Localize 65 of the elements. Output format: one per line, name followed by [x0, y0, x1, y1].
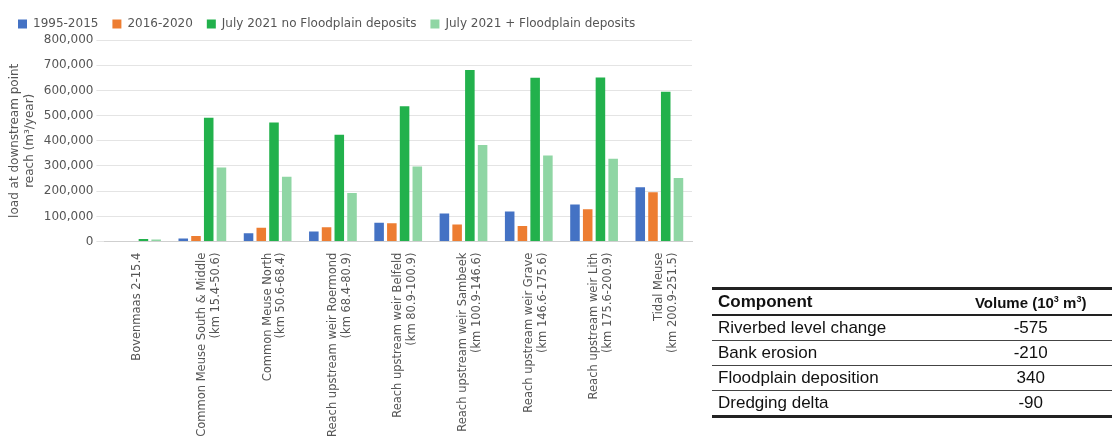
data-label: -575: [949, 315, 1112, 341]
bar: [256, 227, 267, 242]
bar: [635, 187, 646, 242]
y-tick-label: 200,000: [43, 183, 94, 198]
bar: [582, 209, 593, 242]
bar: [269, 122, 279, 242]
bar: [530, 77, 540, 242]
bar: [660, 91, 671, 242]
data-label: -90: [949, 390, 1112, 417]
bar: [517, 225, 528, 242]
y-tick-label: 300,000: [43, 158, 94, 173]
data-label: 340: [949, 365, 1112, 391]
x-tick-label: Reach upstream weir Belfeld (km 80.9-100.9): [390, 252, 418, 418]
bar: [648, 192, 658, 242]
bar: [347, 192, 357, 242]
text: Component: [712, 288, 950, 315]
bar: [203, 117, 214, 242]
x-tick-label: Reach upstream weir Sambeek (km 100.9-146.6): [455, 252, 484, 432]
bar: [243, 233, 254, 242]
bar: [138, 239, 149, 242]
bar: [412, 166, 423, 242]
x-tick-label: Bovenmaas 2-15.4: [129, 252, 144, 361]
legend-label: 2016-2020: [127, 16, 193, 31]
bar: [543, 155, 553, 242]
bar: [216, 167, 227, 242]
x-tick-label: Reach upstream weir Lith (km 175.6-200.9): [586, 252, 614, 400]
y-tick-label: 400,000: [43, 132, 94, 147]
x-tick-label: Common Meuse South & Middle (km 15.4-50.6): [194, 252, 223, 437]
category-label: Floodplain deposition: [712, 365, 950, 391]
x-tick-label: Reach upstream weir Grave (km 146.6-175.6): [520, 252, 549, 413]
bar: [465, 69, 475, 242]
y-tick-label: 600,000: [43, 82, 94, 97]
text: Volume (10$^{3}$ m$^{3}$): [949, 288, 1112, 315]
x-tick-label: Common Meuse North (km 50.6-68.4): [259, 252, 288, 382]
category-label: Bank erosion: [712, 340, 950, 366]
legend-label: July 2021 + Floodplain deposits: [444, 16, 636, 31]
bar: [504, 211, 515, 242]
y-tick-label: 100,000: [43, 208, 94, 223]
category-label: Riverbed level change: [712, 315, 950, 341]
bar: [673, 178, 684, 242]
x-tick-label: Tidal Meuse (km 200.9-251.5): [651, 252, 680, 354]
y-axis-title: load at downstream point reach (m³/year): [7, 63, 36, 218]
bar: [334, 134, 345, 242]
bar: [191, 236, 201, 242]
y-tick-label: 700,000: [43, 57, 94, 72]
bar: [452, 224, 462, 242]
legend-label: 1995-2015: [33, 16, 99, 31]
bar: [281, 176, 292, 242]
bar: [595, 77, 606, 242]
y-tick-label: 800,000: [43, 32, 94, 47]
x-tick-label: Reach upstream weir Roermond (km 68.4-80.9): [324, 252, 353, 437]
bar: [608, 158, 618, 242]
bar: [387, 223, 397, 242]
bar: [439, 213, 450, 242]
category-label: Dredging delta: [712, 390, 950, 417]
bar: [399, 106, 410, 242]
legend-label: July 2021 no Floodplain deposits: [220, 16, 417, 31]
y-tick-label: 500,000: [43, 107, 94, 122]
bar: [374, 222, 384, 242]
bar: [570, 204, 580, 242]
bar: [309, 231, 319, 242]
bar: [477, 145, 488, 242]
bar: [321, 227, 332, 242]
data-label: -210: [949, 340, 1112, 366]
y-tick-label: 0: [85, 233, 94, 248]
